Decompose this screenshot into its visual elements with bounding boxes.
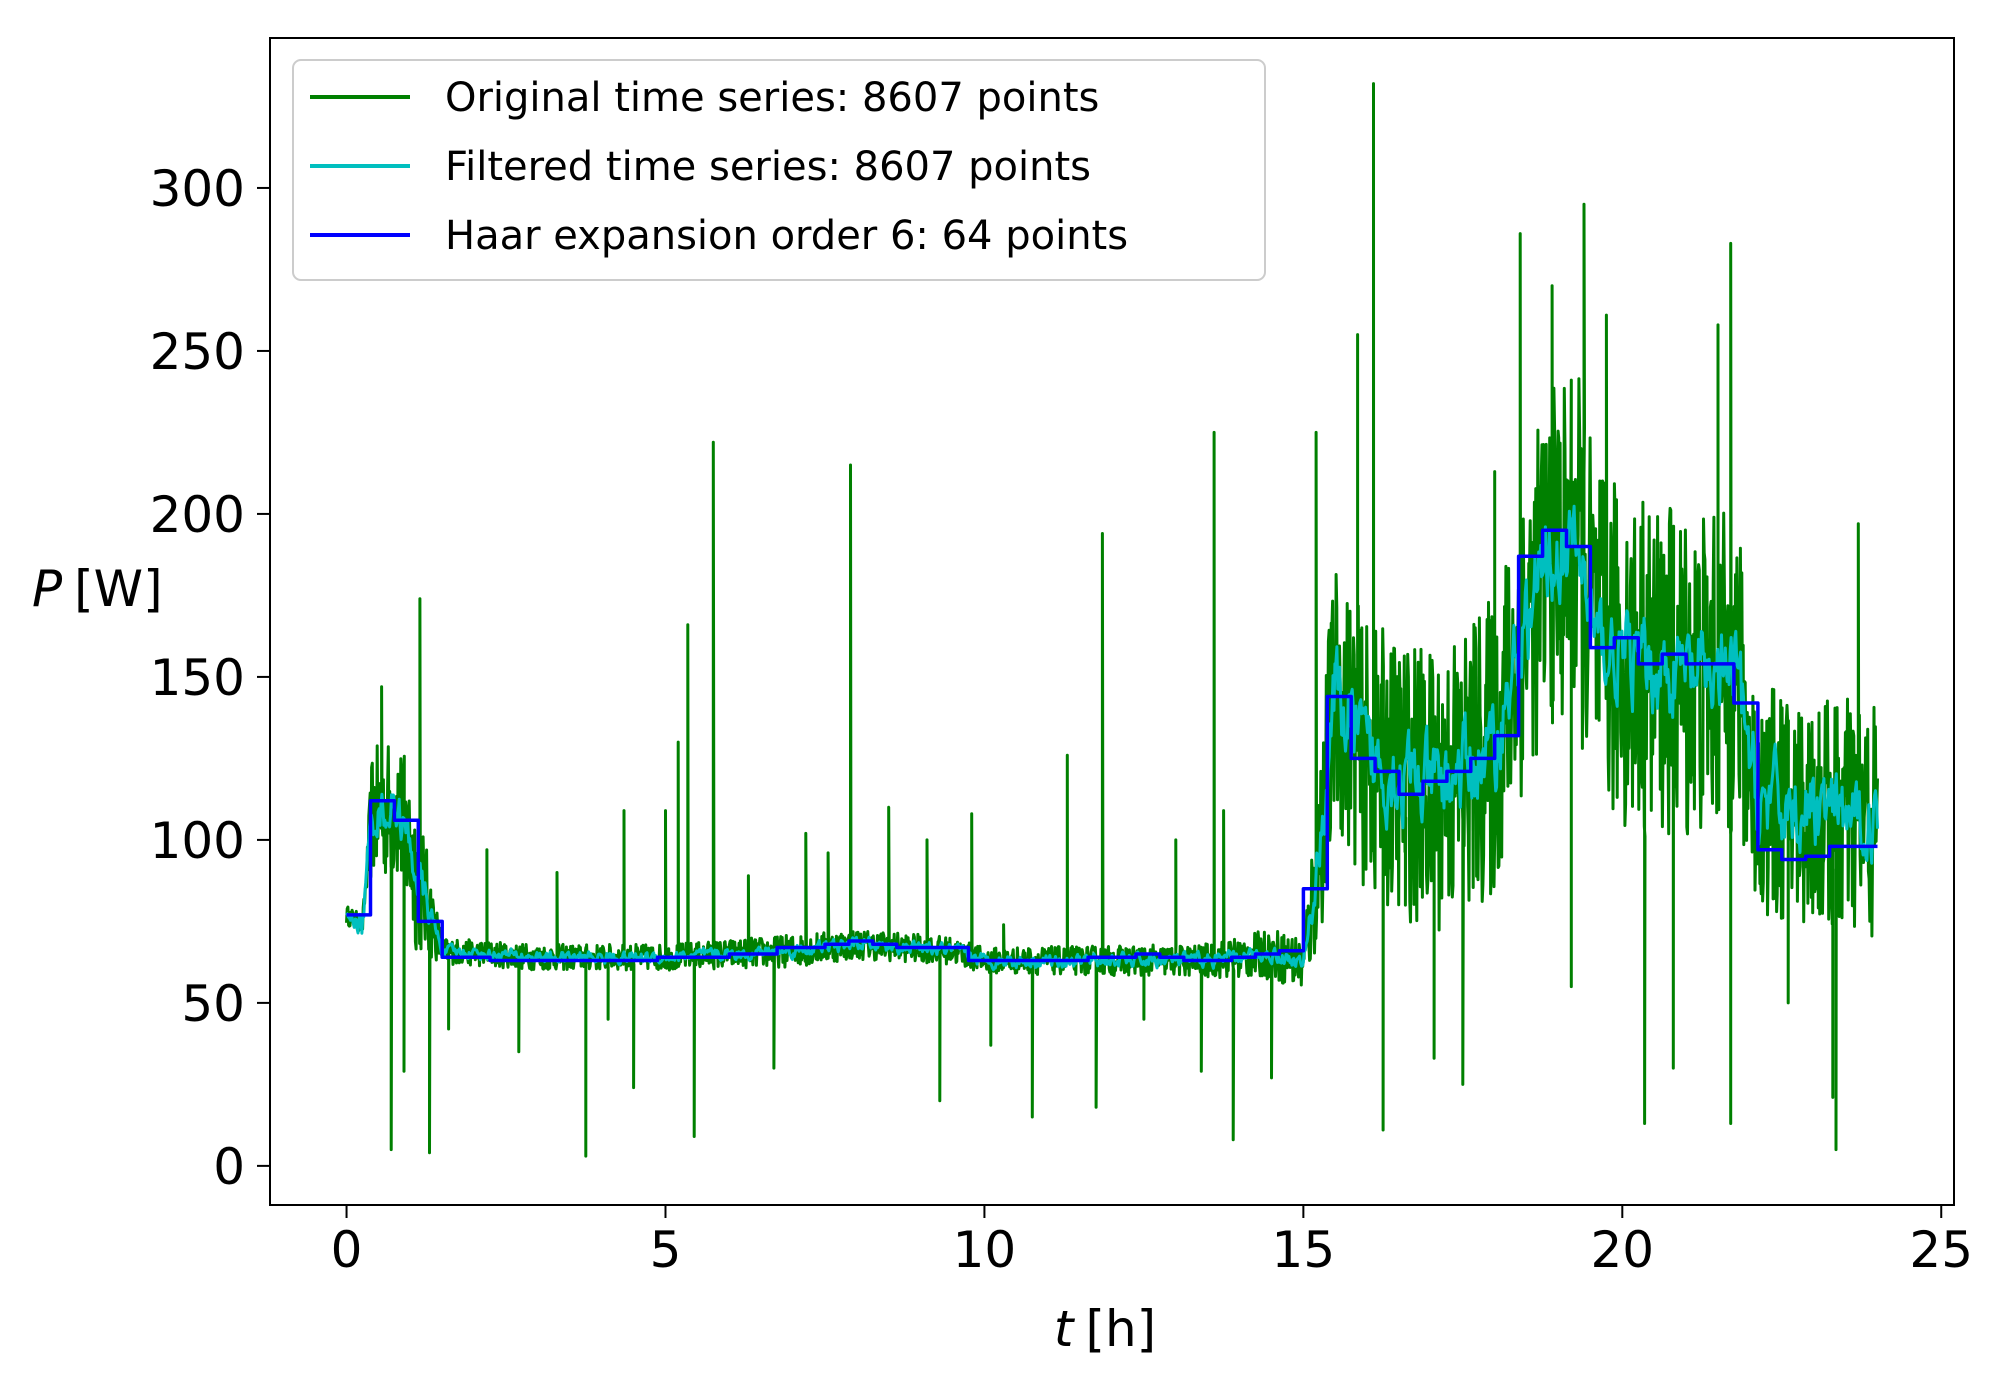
x-axis-label-symbol: t [1054, 1300, 1076, 1358]
y-tick-label: 200 [150, 486, 245, 544]
legend: Original time series: 8607 points Filter… [292, 59, 1266, 281]
series-line-haar [346, 528, 1878, 963]
y-tick-label: 0 [213, 1138, 245, 1196]
y-axis: 0 50 100 150 200 250 300 [150, 160, 270, 1196]
series-line-filtered [345, 504, 1879, 972]
plot-frame [269, 37, 1955, 1206]
series-layer [345, 82, 1879, 1158]
x-axis-label-unit: [h] [1085, 1300, 1156, 1358]
y-tick-label: 250 [150, 323, 245, 381]
x-tick-label: 20 [1590, 1221, 1654, 1279]
y-tick-label: 50 [181, 975, 245, 1033]
legend-box [292, 59, 1266, 281]
y-axis-label-symbol: P [32, 560, 63, 618]
x-tick-label: 25 [1909, 1221, 1973, 1279]
y-axis-label: P [W] [32, 560, 163, 618]
y-tick-label: 100 [150, 812, 245, 870]
x-tick-label: 15 [1272, 1221, 1336, 1279]
y-tick-label: 300 [150, 160, 245, 218]
series-line-original [345, 82, 1879, 1158]
x-axis: 0 5 10 15 20 25 [331, 1205, 1973, 1279]
y-tick-label: 150 [150, 649, 245, 707]
x-tick-label: 5 [650, 1221, 682, 1279]
legend-label-haar: Haar expansion order 6: 64 points [445, 213, 1128, 259]
x-tick-label: 10 [953, 1221, 1017, 1279]
legend-label-filtered: Filtered time series: 8607 points [445, 144, 1091, 190]
y-axis-label-unit: [W] [74, 560, 162, 618]
legend-label-original: Original time series: 8607 points [445, 75, 1099, 121]
x-axis-label: t [h] [1054, 1300, 1156, 1358]
x-tick-label: 0 [331, 1221, 363, 1279]
